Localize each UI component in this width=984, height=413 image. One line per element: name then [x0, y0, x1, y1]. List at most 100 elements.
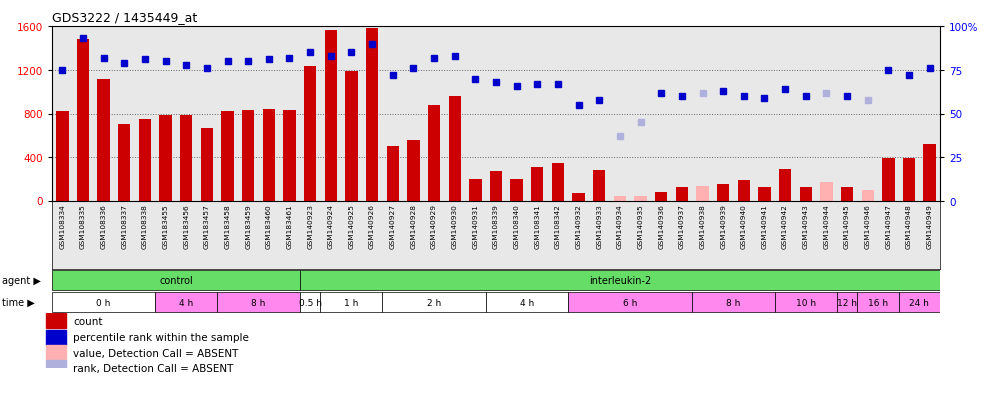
Bar	[676, 188, 688, 202]
Bar	[469, 180, 481, 202]
Text: GSM140924: GSM140924	[328, 204, 334, 248]
Text: GSM140949: GSM140949	[927, 204, 933, 248]
Bar	[614, 196, 626, 202]
Bar	[159, 115, 172, 202]
Text: GSM140938: GSM140938	[700, 204, 706, 248]
Bar	[383, 292, 486, 312]
Bar	[836, 292, 857, 312]
Text: value, Detection Call = ABSENT: value, Detection Call = ABSENT	[74, 348, 239, 358]
Text: 0 h: 0 h	[96, 298, 111, 307]
Text: time ▶: time ▶	[2, 297, 34, 307]
Text: percentile rank within the sample: percentile rank within the sample	[74, 332, 249, 342]
Text: 10 h: 10 h	[796, 298, 816, 307]
Bar	[779, 170, 791, 202]
Bar	[738, 181, 750, 202]
Text: 16 h: 16 h	[868, 298, 889, 307]
Bar	[321, 292, 383, 312]
Bar	[717, 184, 729, 202]
Bar	[635, 196, 646, 202]
Bar	[387, 147, 399, 202]
Text: GSM140929: GSM140929	[431, 204, 437, 249]
Text: GSM183456: GSM183456	[183, 204, 189, 248]
Text: GSM140931: GSM140931	[472, 204, 478, 248]
Bar	[883, 159, 894, 202]
Text: GSM183461: GSM183461	[286, 204, 292, 248]
Text: GSM140939: GSM140939	[720, 204, 726, 248]
Text: 8 h: 8 h	[726, 298, 741, 307]
Text: rank, Detection Call = ABSENT: rank, Detection Call = ABSENT	[74, 363, 234, 373]
Text: GSM140944: GSM140944	[824, 204, 830, 248]
Text: GSM108338: GSM108338	[142, 204, 148, 248]
Bar	[573, 194, 584, 202]
Bar	[283, 111, 295, 202]
Bar	[903, 159, 915, 202]
Bar	[46, 361, 66, 376]
Text: GSM140937: GSM140937	[679, 204, 685, 248]
Bar	[77, 40, 90, 202]
Bar	[139, 120, 152, 202]
Text: GSM108335: GSM108335	[80, 204, 86, 248]
Text: 12 h: 12 h	[837, 298, 857, 307]
Bar	[304, 67, 316, 202]
Text: GSM183455: GSM183455	[162, 204, 168, 248]
Text: GSM140928: GSM140928	[410, 204, 416, 249]
Bar	[300, 292, 321, 312]
Bar	[46, 313, 66, 329]
Text: GSM108341: GSM108341	[534, 204, 540, 248]
Text: GDS3222 / 1435449_at: GDS3222 / 1435449_at	[52, 11, 197, 24]
Bar	[221, 112, 234, 202]
Text: 0: 0	[36, 197, 43, 206]
Bar	[531, 168, 543, 202]
Text: GSM140941: GSM140941	[762, 204, 768, 248]
Bar	[52, 292, 155, 312]
Bar	[180, 115, 193, 202]
Bar	[486, 292, 569, 312]
Bar	[325, 31, 337, 202]
Bar	[242, 111, 255, 202]
Text: GSM140933: GSM140933	[596, 204, 602, 248]
Bar	[898, 292, 940, 312]
Text: GSM140923: GSM140923	[307, 204, 313, 248]
Text: GSM108340: GSM108340	[514, 204, 520, 248]
Bar	[569, 292, 692, 312]
Text: GSM108339: GSM108339	[493, 204, 499, 248]
Text: GSM183460: GSM183460	[266, 204, 272, 248]
Bar	[263, 110, 276, 202]
Bar	[692, 292, 774, 312]
Text: GSM140926: GSM140926	[369, 204, 375, 248]
Bar	[759, 188, 770, 202]
Text: 8 h: 8 h	[251, 298, 266, 307]
Text: 0.5 h: 0.5 h	[298, 298, 322, 307]
Text: GSM140936: GSM140936	[658, 204, 664, 248]
Bar	[655, 193, 667, 202]
Bar	[155, 292, 217, 312]
Bar	[428, 105, 440, 202]
Bar	[821, 183, 832, 202]
Text: count: count	[74, 316, 103, 326]
Bar	[923, 145, 936, 202]
Bar	[449, 97, 461, 202]
Bar	[217, 292, 300, 312]
Bar	[593, 171, 605, 202]
Text: GSM140945: GSM140945	[844, 204, 850, 248]
Text: GSM140932: GSM140932	[576, 204, 582, 248]
Bar	[857, 292, 898, 312]
Text: interleukin-2: interleukin-2	[588, 275, 651, 285]
Bar	[52, 271, 300, 290]
Text: GSM108334: GSM108334	[59, 204, 65, 248]
Bar	[862, 191, 874, 202]
Text: GSM140946: GSM140946	[865, 204, 871, 248]
Text: 4 h: 4 h	[520, 298, 534, 307]
Bar	[774, 292, 836, 312]
Text: 6 h: 6 h	[623, 298, 638, 307]
Text: GSM108336: GSM108336	[100, 204, 106, 248]
Bar	[46, 345, 66, 361]
Text: 4 h: 4 h	[179, 298, 194, 307]
Text: GSM140943: GSM140943	[803, 204, 809, 248]
Text: 24 h: 24 h	[909, 298, 929, 307]
Text: GSM183457: GSM183457	[204, 204, 210, 248]
Text: GSM140947: GSM140947	[886, 204, 892, 248]
Text: control: control	[159, 275, 193, 285]
Text: 1 h: 1 h	[344, 298, 358, 307]
Text: 2 h: 2 h	[427, 298, 441, 307]
